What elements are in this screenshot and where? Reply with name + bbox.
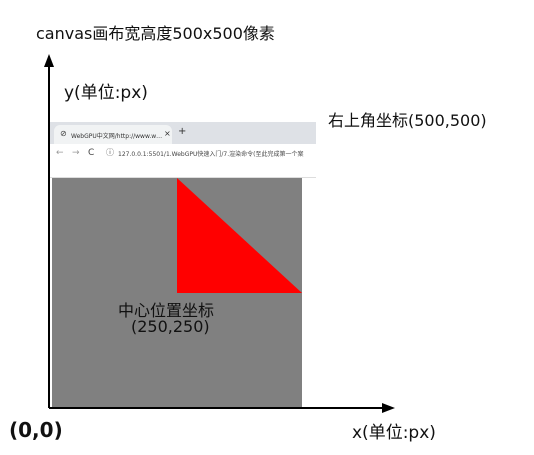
center-position-coordinates: (250,250) [131,317,210,336]
x-axis-arrow-icon [382,403,395,413]
center-position-label: 中心位置坐标 [118,301,215,320]
new-tab-icon[interactable]: + [178,126,187,137]
triangle-shape [177,178,302,293]
site-info-icon[interactable]: ⓘ [106,148,114,157]
diagram-title: canvas画布宽高度500x500像素 [36,24,275,43]
y-axis-label: y(单位:px) [64,83,148,103]
address-bar-url[interactable]: 127.0.0.1:5501/1.WebGPU快速入门/7.渲染命令(至此完成第… [118,151,304,158]
reload-icon[interactable]: C [88,148,95,158]
origin-label: (0,0) [9,418,63,442]
close-tab-icon[interactable]: × [164,129,171,138]
forward-arrow-icon[interactable]: → [72,148,80,158]
webgpu-canvas [52,178,302,408]
tab-title: WebGPU中文网/http://www.w… [71,133,163,140]
browser-tab[interactable]: ⊘ WebGPU中文网/http://www.w… × [54,125,172,144]
top-right-corner-label: 右上角坐标(500,500) [328,111,487,130]
browser-window: ⊘ WebGPU中文网/http://www.w… × + ← → C ⓘ 12… [48,122,316,178]
back-arrow-icon[interactable]: ← [56,148,64,158]
tab-strip: ⊘ WebGPU中文网/http://www.w… × + [48,122,316,144]
browser-toolbar: ← → C ⓘ 127.0.0.1:5501/1.WebGPU快速入门/7.渲染… [48,144,316,178]
globe-icon: ⊘ [60,129,67,138]
red-triangle [177,178,302,293]
x-axis-label: x(单位:px) [352,423,436,443]
y-axis-arrow-icon [44,54,54,67]
